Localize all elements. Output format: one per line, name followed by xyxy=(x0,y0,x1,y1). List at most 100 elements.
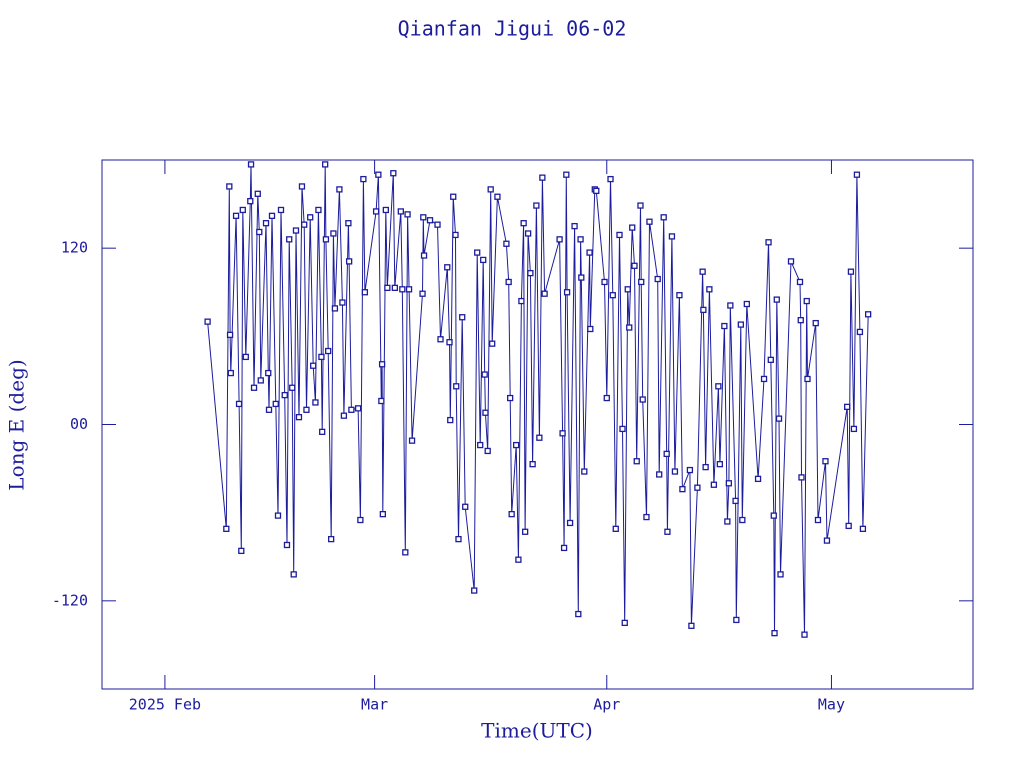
data-point xyxy=(204,318,211,325)
data-point xyxy=(272,400,279,408)
data-point xyxy=(283,541,291,549)
data-point xyxy=(494,193,501,200)
data-point xyxy=(247,197,254,205)
data-point xyxy=(226,183,233,190)
data-point xyxy=(453,383,460,390)
data-point xyxy=(508,510,515,518)
data-point xyxy=(426,217,434,224)
data-point xyxy=(378,361,386,368)
data-point xyxy=(482,409,489,416)
data-point xyxy=(336,186,343,193)
data-point xyxy=(715,383,722,390)
data-point xyxy=(853,171,861,178)
data-point xyxy=(803,297,810,305)
data-point xyxy=(621,619,628,627)
data-point xyxy=(452,231,459,239)
data-point xyxy=(664,528,671,535)
data-point xyxy=(232,212,240,219)
data-point xyxy=(348,406,355,413)
y-tick-label: 00 xyxy=(70,415,88,433)
data-point xyxy=(601,278,608,286)
data-point xyxy=(372,208,380,215)
data-point xyxy=(654,275,661,283)
data-point xyxy=(660,214,667,221)
data-point xyxy=(515,556,522,563)
data-point xyxy=(250,384,258,391)
data-point xyxy=(446,339,453,346)
data-point xyxy=(865,311,872,318)
data-point xyxy=(679,486,686,493)
data-point xyxy=(420,214,427,221)
data-point xyxy=(732,497,739,505)
data-point xyxy=(770,512,777,519)
data-point xyxy=(295,414,303,421)
data-point xyxy=(420,252,428,259)
data-point xyxy=(533,202,540,209)
data-point xyxy=(239,206,246,214)
data-point xyxy=(518,297,525,305)
data-point xyxy=(559,430,566,437)
data-point xyxy=(254,190,261,197)
data-point xyxy=(437,336,444,343)
data-point xyxy=(619,425,626,433)
data-point xyxy=(773,296,780,303)
data-point xyxy=(481,371,488,378)
data-point xyxy=(688,622,695,629)
data-point xyxy=(702,463,709,471)
data-point xyxy=(345,220,352,227)
data-point xyxy=(527,269,534,277)
data-point xyxy=(330,230,337,237)
data-point xyxy=(455,535,462,543)
data-point xyxy=(801,631,808,638)
data-point xyxy=(733,616,740,624)
data-point xyxy=(444,264,451,271)
data-point xyxy=(721,322,728,330)
data-point xyxy=(379,510,386,518)
data-point xyxy=(391,284,398,291)
data-point xyxy=(419,290,426,297)
data-point xyxy=(616,231,623,239)
data-point xyxy=(489,340,496,347)
data-point xyxy=(277,206,285,214)
data-point xyxy=(301,221,308,228)
data-point xyxy=(402,549,409,556)
data-point xyxy=(484,447,491,455)
data-point xyxy=(631,262,638,269)
data-point xyxy=(471,587,478,594)
data-point xyxy=(247,161,255,168)
data-point xyxy=(637,202,644,209)
data-point xyxy=(339,299,346,306)
data-point xyxy=(529,461,536,468)
data-point xyxy=(563,171,570,178)
data-point xyxy=(624,286,631,293)
data-point xyxy=(771,630,778,637)
data-point xyxy=(292,227,300,234)
data-point xyxy=(345,258,353,265)
data-point xyxy=(322,161,329,168)
data-point xyxy=(507,394,514,402)
data-point xyxy=(724,518,731,525)
data-point xyxy=(375,171,382,178)
data-point xyxy=(593,187,600,195)
data-point xyxy=(462,503,469,510)
data-point xyxy=(328,535,335,543)
data-point xyxy=(856,328,864,336)
data-point xyxy=(577,236,584,243)
data-point xyxy=(303,406,310,413)
data-point xyxy=(643,513,650,521)
data-point xyxy=(716,461,724,468)
x-tick-label: May xyxy=(818,696,845,714)
data-point xyxy=(298,183,306,190)
chart-title: Qianfan Jigui 06-02 xyxy=(398,17,627,41)
data-point xyxy=(257,377,264,384)
data-point xyxy=(639,396,646,403)
data-point xyxy=(315,206,322,214)
data-point xyxy=(725,480,733,487)
data-point xyxy=(706,286,713,293)
data-point xyxy=(804,375,811,383)
data-point xyxy=(290,571,297,578)
data-point xyxy=(575,610,582,618)
data-point xyxy=(331,305,339,312)
